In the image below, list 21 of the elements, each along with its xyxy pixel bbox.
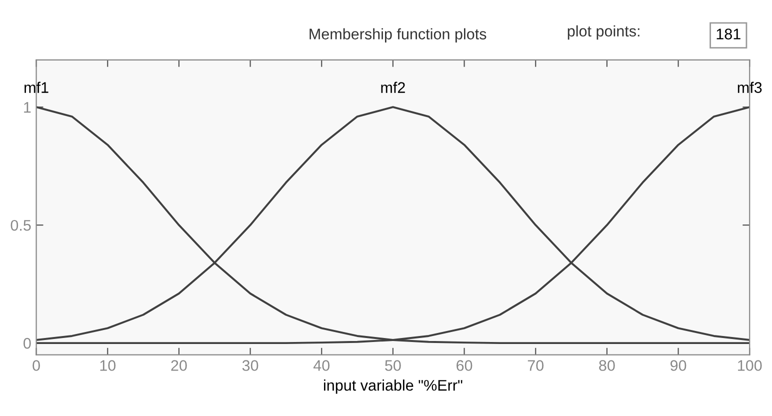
x-tick-label: 40 <box>313 360 330 371</box>
annotation: mf3 <box>738 82 762 93</box>
annotation: mf1 <box>24 82 48 93</box>
y-tick-label: 0.5 <box>10 220 31 231</box>
x-tick-label: 70 <box>528 360 544 371</box>
y-tick-label: 1 <box>24 102 31 113</box>
annotation: mf2 <box>381 82 405 93</box>
text: 181 <box>716 28 740 40</box>
x-tick-label: 30 <box>242 360 258 371</box>
text: plot points: <box>568 25 640 40</box>
x-tick-label: 100 <box>738 360 762 371</box>
x-tick-label: 60 <box>456 360 472 371</box>
x-tick-label: 10 <box>100 360 116 371</box>
x-axis-title: input variable "%Err" <box>324 380 462 394</box>
y-tick-label: 0 <box>24 338 31 349</box>
chart-title: Membership function plots <box>310 28 486 42</box>
x-tick-label: 90 <box>670 360 686 371</box>
x-tick-label: 50 <box>385 360 401 371</box>
x-tick-label: 20 <box>171 360 187 371</box>
x-tick-label: 80 <box>599 360 615 371</box>
x-tick-label: 0 <box>32 360 40 371</box>
